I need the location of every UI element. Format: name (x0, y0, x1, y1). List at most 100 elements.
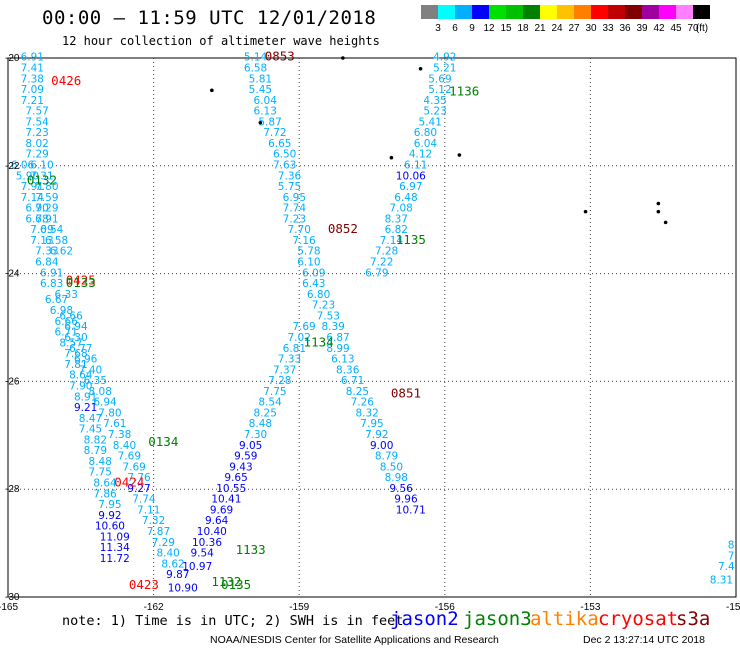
legend-tick-label: (ft) (695, 23, 709, 34)
wave-height-value: 8.54 (258, 397, 282, 409)
legend-tick-label: 18 (517, 23, 529, 34)
wave-height-value: 9.96 (394, 494, 418, 506)
wave-height-value: 8 (728, 539, 735, 551)
wave-height-value: 7.33 (35, 246, 58, 258)
wave-height-value: 6.84 (35, 257, 59, 269)
wave-height-value: 7.23 (25, 127, 48, 139)
pass-time-label: 1136 (449, 84, 479, 99)
y-tick-label: -20 (5, 53, 20, 64)
wave-height-value: 7.23 (312, 300, 335, 312)
wave-height-value: 6.65 (268, 138, 291, 150)
wave-height-value: 6.67 (45, 294, 68, 306)
wave-height-value: 6.94 (93, 397, 117, 409)
wave-height-value: 10.36 (192, 537, 222, 549)
wave-height-value: 7.08 (389, 203, 412, 215)
wave-height-value: 10.90 (168, 583, 198, 595)
wave-height-value: 8.40 (113, 440, 136, 452)
wave-height-value: 5.14 (244, 52, 268, 64)
wave-height-value: 7.68 (64, 348, 87, 360)
wave-height-value: 8.36 (336, 364, 360, 376)
wave-height-value: 7.16 (292, 235, 316, 247)
wave-height-value: 7.21 (21, 95, 44, 107)
chart-title: 00:00 – 11:59 UTC 12/01/2018 (42, 7, 377, 29)
wave-height-value: 8.48 (249, 418, 272, 430)
wave-height-value: 8.98 (385, 472, 408, 484)
wave-height-value: 7.92 (365, 429, 388, 441)
wave-height-value: 9.00 (370, 440, 393, 452)
wave-height-value: 6.58 (45, 235, 68, 247)
grid-layer (7, 57, 737, 598)
wave-height-value: 7.29 (25, 149, 48, 161)
wave-height-value: 7.38 (21, 73, 44, 85)
wave-height-value: 7.59 (35, 192, 58, 204)
wave-height-value: 7.31 (30, 170, 53, 182)
wave-height-value: 7.36 (278, 170, 302, 182)
wave-height-value: 8.64 (93, 478, 117, 490)
wave-height-value: 5.87 (258, 116, 281, 128)
island-marker (389, 155, 394, 160)
wave-height-value: 4.12 (409, 149, 432, 161)
legend-tick-label: 36 (619, 23, 631, 34)
island-marker (663, 220, 668, 225)
wave-height-value: 6.13 (331, 354, 354, 366)
y-tick-label: -28 (5, 484, 20, 495)
wave-height-value: 8.79 (375, 451, 398, 463)
wave-height-value: 8.64 (69, 370, 93, 382)
wave-height-value: 7.91 (21, 181, 44, 193)
wave-height-value: 7.4 (718, 561, 735, 573)
legend-swatch (574, 5, 591, 19)
legend-swatch (455, 5, 472, 19)
wave-height-value: 7.90 (69, 380, 92, 392)
x-tick-label: -165 (0, 602, 18, 613)
wave-height-value: 7.29 (152, 537, 175, 549)
pass-time-label: 0853 (265, 49, 295, 64)
pass-time-label: 0851 (391, 386, 421, 401)
pass-time-label: 0425 (66, 272, 96, 287)
wave-height-value: 9.56 (389, 483, 413, 495)
wave-height-value: 8.37 (385, 213, 408, 225)
island-marker (210, 88, 214, 93)
y-tick-label: -26 (5, 376, 20, 387)
wave-height-value: 7.09 (30, 224, 53, 236)
wave-height-value: 9.87 (166, 569, 189, 581)
wave-height-value: 6.30 (64, 332, 87, 344)
wave-height-value: 8.47 (79, 413, 102, 425)
wave-height-value: 10.71 (396, 504, 426, 516)
wave-height-value: 7.80 (35, 181, 58, 193)
wave-height-value: 11.09 (100, 531, 130, 543)
island-marker (418, 66, 423, 71)
wave-height-value: 6.77 (69, 343, 92, 355)
y-tick-label: -24 (5, 269, 20, 280)
pass-time-label: 1134 (304, 334, 334, 349)
wave-height-value: 7.11 (137, 504, 160, 516)
wave-height-value: 10.60 (95, 521, 125, 533)
wave-height-value: 8.62 (161, 558, 184, 570)
wave-height-value: 9.69 (210, 504, 233, 516)
wave-height-value: 6.50 (273, 149, 296, 161)
wave-height-value: 7.81 (64, 359, 87, 371)
legend-tick-label: 9 (469, 23, 475, 34)
wave-height-value: 9.92 (98, 510, 121, 522)
island-marker (583, 209, 588, 214)
wave-height-value: 6.33 (55, 289, 78, 301)
wave-height-value: 6.06 (11, 159, 35, 171)
wave-height-value: 6.98 (50, 305, 73, 317)
wave-height-value: 5.78 (297, 246, 320, 258)
wave-height-value: 9.43 (229, 461, 252, 473)
wave-height-value: 8.40 (156, 548, 179, 560)
wave-height-value: 7.72 (263, 127, 286, 139)
wave-height-value: 4.92 (433, 52, 456, 64)
wave-height-value: 8.79 (84, 445, 107, 457)
wave-height-value: 6.71 (55, 327, 78, 339)
wave-height-value: 7.75 (89, 467, 112, 479)
footer-agency: NOAA/NESDIS Center for Satellite Applica… (210, 634, 499, 646)
wave-height-value: 8.57 (59, 337, 82, 349)
x-tick-label: -162 (144, 602, 164, 613)
wave-height-value: 7.69 (292, 321, 315, 333)
wave-height-value: 6.54 (40, 224, 64, 236)
wave-height-value: 5.90 (16, 170, 39, 182)
wave-height-value: 4.35 (423, 95, 446, 107)
footnote: note: 1) Time is in UTC; 2) SWH is in fe… (62, 613, 404, 629)
wave-height-value: 9.27 (127, 483, 150, 495)
wave-height-value: 5.12 (428, 84, 451, 96)
